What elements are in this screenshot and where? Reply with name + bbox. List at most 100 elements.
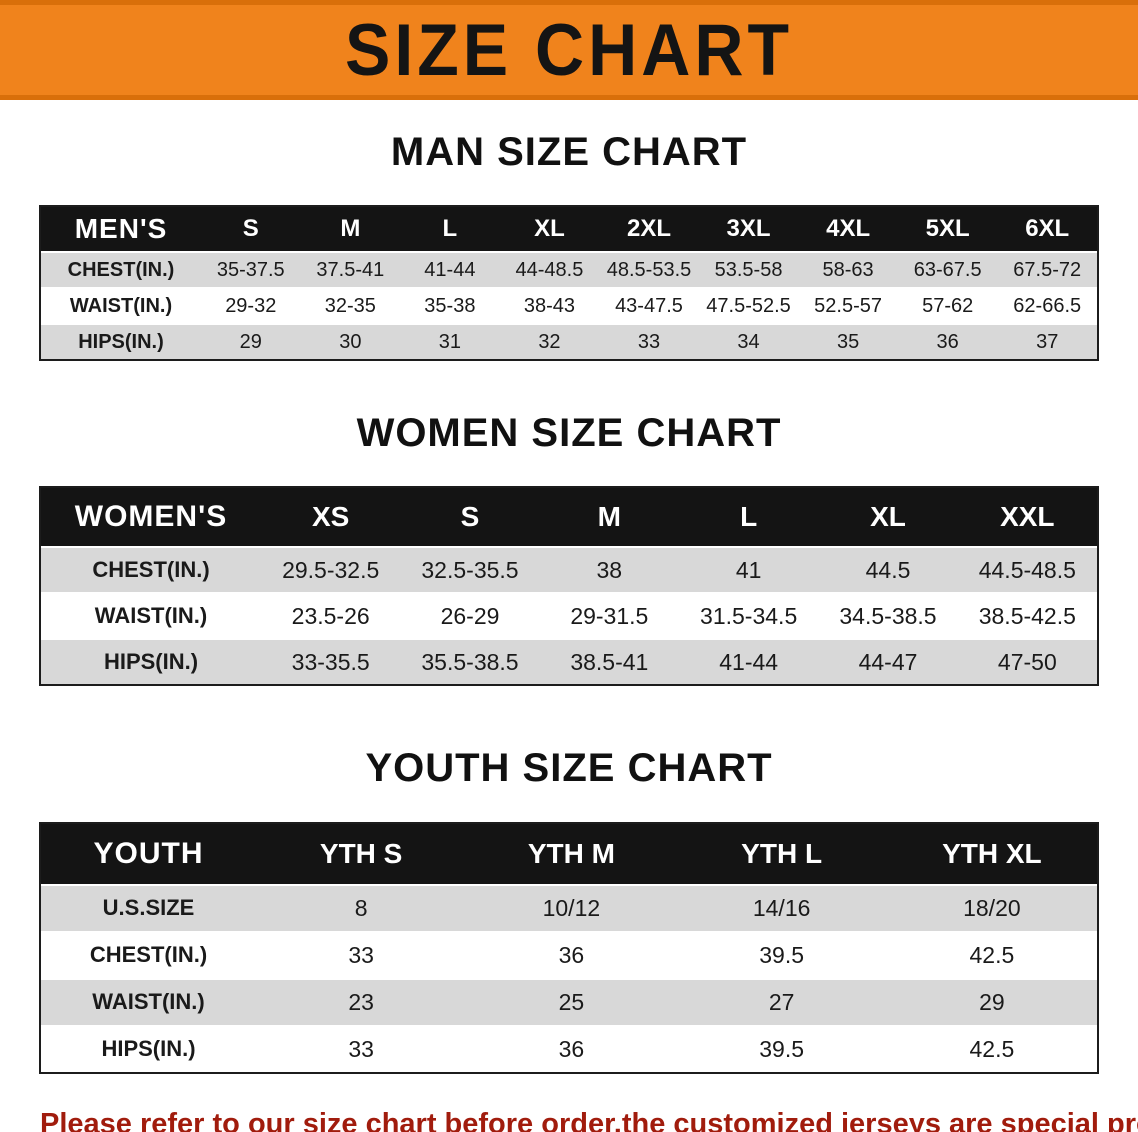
table-cell: 32.5-35.5 <box>421 556 519 583</box>
column-header: YTH S <box>319 837 403 869</box>
size-chart-banner: SIZE CHART <box>0 0 1138 100</box>
table-cell: 29-32 <box>225 294 277 317</box>
table-cell: 32-35 <box>324 294 376 317</box>
table-cell: 31.5-34.5 <box>700 602 798 629</box>
order-disclaimer: Please refer to our size chart before or… <box>40 1102 1138 1132</box>
table-cell: 44-48.5 <box>515 258 584 281</box>
table-row: U.S.SIZE 8 10/12 14/16 18/20 <box>41 883 1097 931</box>
table-cell: 34 <box>737 330 760 353</box>
column-header: XS <box>311 501 350 533</box>
table-cell: 33-35.5 <box>291 648 370 675</box>
table-header-row: MEN'S S M L XL 2XL 3XL 4XL 5XL 6XL <box>41 207 1097 252</box>
column-header: 3XL <box>726 215 771 243</box>
table-corner-label: YOUTH <box>93 836 204 870</box>
table-cell: 29.5-32.5 <box>282 556 380 583</box>
table-cell: 53.5-58 <box>714 258 783 281</box>
table-cell: 34.5-38.5 <box>839 602 937 629</box>
table-cell: 57-62 <box>922 294 974 317</box>
column-header: YTH M <box>527 837 615 869</box>
table-row: WAIST(IN.) 23 25 27 29 <box>41 977 1097 1025</box>
column-header: XXL <box>1000 501 1055 533</box>
table-cell: 10/12 <box>542 894 601 921</box>
table-cell: 8 <box>354 894 368 921</box>
table-cell: 67.5-72 <box>1013 258 1082 281</box>
column-header: 2XL <box>626 215 671 243</box>
table-cell: 38-43 <box>523 294 576 317</box>
table-cell: 35-38 <box>424 294 476 317</box>
table-cell: 52.5-57 <box>814 294 883 317</box>
table-cell: 18/20 <box>963 894 1021 921</box>
table-cell: 41-44 <box>719 648 779 675</box>
table-cell: 44.5-48.5 <box>978 556 1076 583</box>
table-cell: 29 <box>239 330 262 353</box>
table-row: HIPS(IN.) 33-35.5 35.5-38.5 38.5-41 41-44 44-… <box>41 638 1097 685</box>
column-header: 4XL <box>826 215 871 243</box>
table-cell: 33 <box>637 330 661 353</box>
column-header: S <box>460 501 480 533</box>
table-cell: 27 <box>768 988 795 1015</box>
table-cell: 36 <box>558 941 585 968</box>
table-cell: 23.5-26 <box>291 602 370 629</box>
table-cell: 41-44 <box>424 258 476 281</box>
table-row: HIPS(IN.) 33 36 39.5 42.5 <box>41 1024 1097 1072</box>
men-size-table: MEN'S S M L XL 2XL 3XL 4XL 5XL 6XL CHEST(IN.) 35-37… <box>39 205 1099 362</box>
row-label: U.S.SIZE <box>102 895 195 921</box>
table-row: HIPS(IN.) 29 30 31 32 33 34 35 36 37 <box>41 323 1097 360</box>
row-label: CHEST(IN.) <box>89 942 208 968</box>
column-header: 5XL <box>925 215 970 243</box>
row-label: CHEST(IN.) <box>92 557 210 583</box>
row-label: CHEST(IN.) <box>67 258 175 281</box>
banner-title: SIZE CHART <box>345 8 793 92</box>
column-header: YTH XL <box>942 837 1042 869</box>
table-cell: 43-47.5 <box>615 294 683 317</box>
row-label: WAIST(IN.) <box>69 294 173 317</box>
table-cell: 29 <box>979 988 1005 1015</box>
row-label: HIPS(IN.) <box>78 330 164 353</box>
column-header: 6XL <box>1025 215 1070 243</box>
table-cell: 23 <box>348 988 374 1015</box>
women-size-table: WOMEN'S XS S M L XL XXL CHEST(IN.) 29.5-32.5 32.5… <box>39 486 1099 687</box>
table-cell: 36 <box>936 330 959 353</box>
table-cell: 44-47 <box>858 648 918 675</box>
table-row: WAIST(IN.) 23.5-26 26-29 29-31.5 31.5-34.5 34… <box>41 592 1097 639</box>
table-cell: 32 <box>538 330 561 353</box>
table-cell: 36 <box>558 1035 585 1062</box>
table-cell: 37.5-41 <box>316 258 385 281</box>
table-cell: 26-29 <box>440 602 500 629</box>
row-label: WAIST(IN.) <box>92 989 205 1015</box>
column-header: YTH L <box>741 837 823 869</box>
table-cell: 35 <box>836 330 860 353</box>
column-header: L <box>740 501 758 533</box>
table-header-row: WOMEN'S XS S M L XL XXL <box>41 488 1097 547</box>
table-cell: 29-31.5 <box>570 602 649 629</box>
table-cell: 39.5 <box>759 941 804 968</box>
table-cell: 38.5-42.5 <box>978 602 1076 629</box>
column-header: M <box>340 215 361 243</box>
table-cell: 47.5-52.5 <box>706 294 791 317</box>
man-size-chart-heading: MAN SIZE CHART <box>390 130 748 174</box>
table-header-row: YOUTH YTH S YTH M YTH L YTH XL <box>41 823 1097 884</box>
table-row: CHEST(IN.) 33 36 39.5 42.5 <box>41 930 1097 978</box>
table-cell: 63-67.5 <box>913 258 982 281</box>
youth-size-table: YOUTH YTH S YTH M YTH L YTH XL U.S.SIZE 8 10/12… <box>39 821 1099 1074</box>
table-cell: 42.5 <box>969 941 1015 968</box>
table-cell: 47-50 <box>997 648 1057 675</box>
table-cell: 25 <box>558 988 585 1015</box>
table-cell: 35-37.5 <box>216 258 285 281</box>
table-row: CHEST(IN.) 29.5-32.5 32.5-35.5 38 41 44.5 44.5… <box>41 546 1097 593</box>
row-label: HIPS(IN.) <box>103 649 199 675</box>
table-cell: 62-66.5 <box>1013 294 1082 317</box>
table-cell: 42.5 <box>969 1035 1015 1062</box>
table-cell: 58-63 <box>822 258 874 281</box>
youth-size-chart-heading: YOUTH SIZE CHART <box>365 746 773 791</box>
column-header: L <box>442 215 458 243</box>
row-label: HIPS(IN.) <box>101 1036 196 1062</box>
women-size-chart-heading: WOMEN SIZE CHART <box>356 411 782 456</box>
table-cell: 48.5-53.5 <box>606 258 692 281</box>
table-cell: 39.5 <box>759 1035 804 1062</box>
table-cell: 44.5 <box>865 556 911 583</box>
table-cell: 41 <box>735 556 762 583</box>
column-header: S <box>242 215 259 243</box>
column-header: XL <box>870 501 906 533</box>
table-cell: 35.5-38.5 <box>421 648 519 675</box>
